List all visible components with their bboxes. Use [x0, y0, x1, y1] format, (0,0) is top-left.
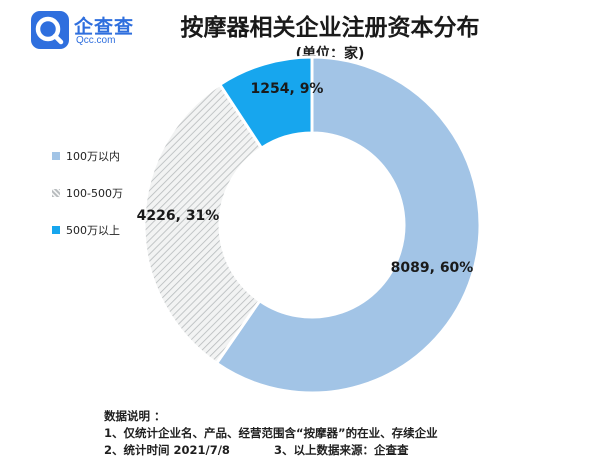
- donut-slice: [142, 82, 264, 366]
- qcc-logo-icon: [31, 11, 69, 49]
- notes-heading: 数据说明 ：: [104, 409, 166, 423]
- qcc-logo: 企查查 Qcc.com: [30, 10, 140, 50]
- data-notes: 数据说明 ： 1、仅统计企业名、产品、经营范围含“按摩器”的在业、存续企业 2、…: [104, 408, 438, 459]
- donut-slice: [217, 55, 314, 151]
- legend-label: 500万以上: [66, 224, 120, 237]
- slice-data-label: 4226, 31%: [137, 208, 220, 224]
- legend: 100万以内 100-500万 500万以上: [52, 146, 172, 257]
- legend-label: 100万以内: [66, 150, 120, 163]
- note-line-1: 1、仅统计企业名、产品、经营范围含“按摩器”的在业、存续企业: [104, 426, 438, 440]
- slice-data-label: 1254, 9%: [251, 81, 324, 97]
- donut-slice: [214, 55, 482, 395]
- legend-swatch: [52, 152, 60, 160]
- legend-swatch: [52, 189, 60, 197]
- legend-item: 500万以上: [52, 220, 172, 240]
- slice-data-label: 8089, 60%: [391, 260, 474, 276]
- note-stat-time: 2、统计时间 2021/7/8: [104, 443, 230, 457]
- legend-label: 100-500万: [66, 187, 123, 200]
- chart-title: 按摩器相关企业注册资本分布: [180, 15, 480, 41]
- note-source: 3、以上数据来源：企查查: [274, 443, 409, 457]
- legend-item: 100-500万: [52, 183, 172, 203]
- brand-domain: Qcc.com: [76, 35, 116, 46]
- brand-name: 企查查: [74, 16, 135, 38]
- legend-item: 100万以内: [52, 146, 172, 166]
- note-line-2: 2、统计时间 2021/7/8 3、以上数据来源：企查查: [104, 442, 438, 459]
- legend-swatch: [52, 226, 60, 234]
